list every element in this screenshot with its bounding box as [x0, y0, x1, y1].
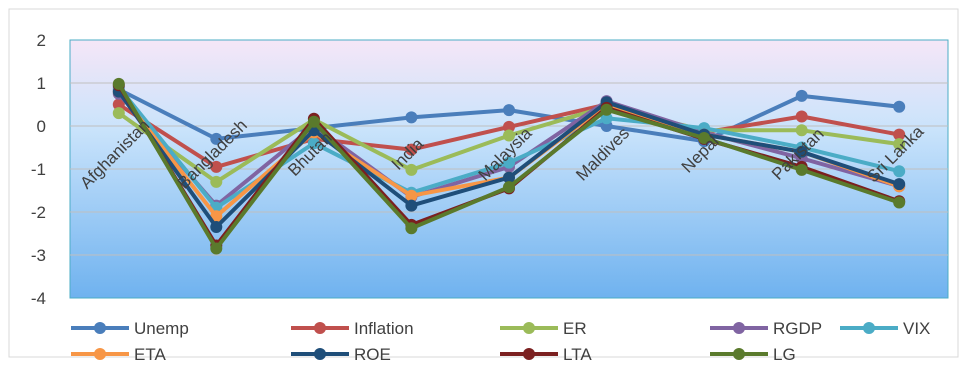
- data-point: [112, 77, 125, 90]
- data-point: [307, 137, 320, 150]
- legend-item-eta: ETA: [71, 345, 166, 364]
- data-point: [405, 143, 418, 156]
- legend-marker: [94, 348, 106, 360]
- data-point: [307, 115, 320, 128]
- legend-label: ETA: [134, 345, 166, 364]
- series-lg: [112, 77, 906, 255]
- data-point: [405, 163, 418, 176]
- legend-item-inflation: Inflation: [291, 319, 414, 338]
- data-point: [503, 129, 515, 142]
- data-point: [503, 181, 515, 194]
- data-point: [600, 112, 613, 125]
- data-point: [405, 111, 418, 124]
- data-point: [405, 189, 418, 202]
- data-point: [795, 110, 808, 123]
- legend-marker: [94, 322, 106, 334]
- y-tick-label: 1: [37, 74, 46, 93]
- legend-item-vix: VIX: [840, 319, 930, 338]
- y-tick-label: 0: [37, 117, 46, 136]
- data-point: [210, 242, 223, 255]
- data-point: [795, 145, 808, 158]
- data-point: [698, 132, 711, 144]
- legend-marker: [523, 348, 535, 360]
- legend-label: Unemp: [134, 319, 189, 338]
- data-point: [503, 120, 515, 133]
- y-axis-ticks: 2 1 0 -1 -2 -3 -4: [31, 31, 46, 308]
- legend-item-rgdp: RGDP: [710, 319, 822, 338]
- legend-item-roe: ROE: [291, 345, 391, 364]
- legend-label: RGDP: [773, 319, 822, 338]
- y-tick-label: -3: [31, 246, 46, 265]
- series-lines: [112, 77, 906, 255]
- legend-item-lg: LG: [710, 345, 796, 364]
- data-point: [893, 100, 906, 113]
- legend-marker: [314, 348, 326, 360]
- y-tick-label: -4: [31, 289, 46, 308]
- data-point: [210, 175, 223, 188]
- legend-item-unemp: Unemp: [71, 319, 189, 338]
- y-tick-label: 2: [37, 31, 46, 50]
- legend-label: Inflation: [354, 319, 414, 338]
- legend-item-lta: LTA: [500, 345, 592, 364]
- data-point: [893, 128, 906, 141]
- data-point: [112, 107, 125, 120]
- legend-label: ER: [563, 319, 587, 338]
- legend-label: VIX: [903, 319, 930, 338]
- data-point: [795, 163, 808, 176]
- data-point: [600, 103, 613, 116]
- legend-marker: [733, 322, 745, 334]
- data-point: [503, 104, 515, 117]
- data-point: [405, 222, 418, 235]
- data-point: [893, 165, 906, 178]
- y-tick-label: -2: [31, 203, 46, 222]
- legend-marker: [863, 322, 875, 334]
- data-point: [503, 171, 515, 184]
- data-point: [503, 156, 515, 169]
- legend: Unemp Inflation ER RGDP VIX ETA ROE LTA LG: [71, 319, 930, 364]
- data-point: [893, 138, 906, 151]
- data-point: [210, 210, 223, 223]
- legend-label: LTA: [563, 345, 592, 364]
- legend-item-er: ER: [500, 319, 587, 338]
- data-point: [210, 132, 223, 145]
- data-point: [112, 98, 125, 111]
- legend-marker: [314, 322, 326, 334]
- legend-label: LG: [773, 345, 796, 364]
- y-tick-label: -1: [31, 160, 46, 179]
- data-point: [795, 89, 808, 102]
- data-point: [893, 196, 906, 209]
- legend-marker: [733, 348, 745, 360]
- data-point: [405, 199, 418, 212]
- data-point: [210, 221, 223, 233]
- legend-marker: [523, 322, 535, 334]
- data-point: [795, 124, 808, 137]
- data-point: [893, 178, 906, 191]
- data-point: [210, 160, 223, 173]
- legend-label: ROE: [354, 345, 391, 364]
